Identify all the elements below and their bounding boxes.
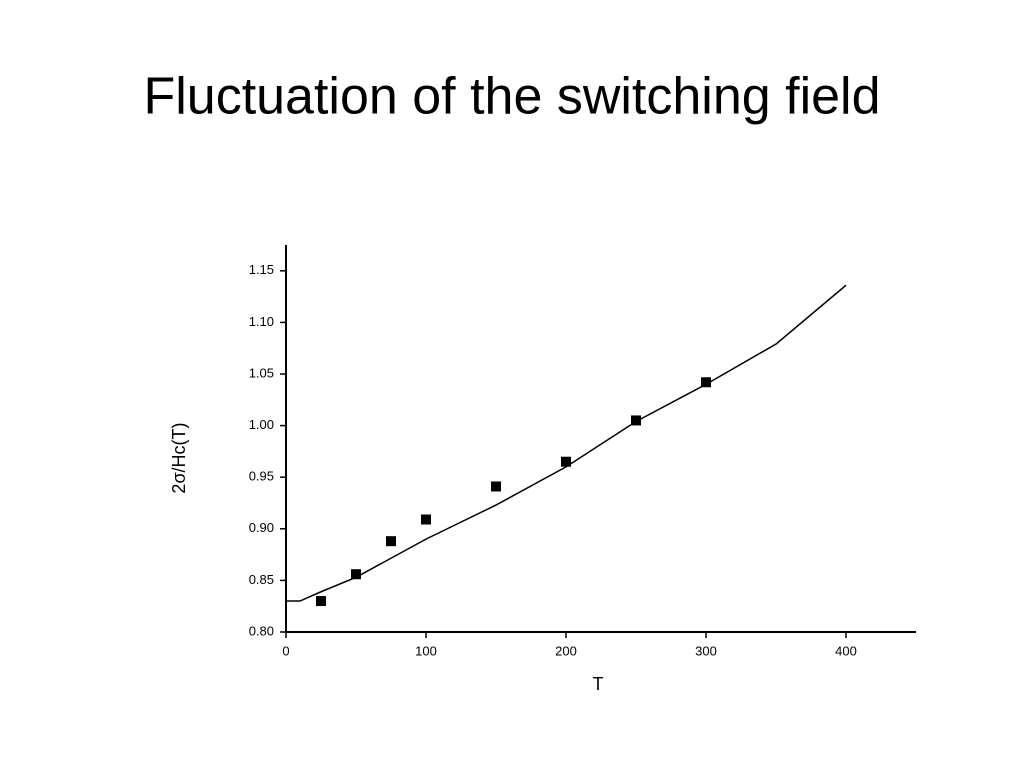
x-tick-label: 200 [555, 643, 577, 658]
x-tick-label: 0 [282, 643, 289, 658]
x-axis-label: T [593, 674, 604, 694]
y-tick-label: 0.80 [249, 623, 274, 638]
y-tick-label: 0.95 [249, 469, 274, 484]
data-point [631, 415, 641, 426]
data-point [561, 456, 571, 467]
data-point [351, 569, 361, 580]
data-point [701, 377, 711, 388]
y-axis-label: 2σ/Hc(T) [169, 422, 189, 493]
x-tick-label: 400 [835, 643, 857, 658]
y-tick-label: 1.15 [249, 262, 274, 277]
x-tick-label: 100 [415, 643, 437, 658]
y-tick-label: 0.85 [249, 572, 274, 587]
data-point [421, 514, 431, 525]
data-point [491, 481, 501, 492]
data-point [386, 536, 396, 547]
slide-title: Fluctuation of the switching field [143, 68, 880, 126]
y-tick-label: 1.10 [249, 314, 274, 329]
data-point [316, 596, 326, 607]
y-tick-label: 1.00 [249, 417, 274, 432]
y-tick-label: 1.05 [249, 365, 274, 380]
y-tick-label: 0.90 [249, 520, 274, 535]
fit-line [286, 284, 847, 602]
x-tick-label: 300 [695, 643, 717, 658]
